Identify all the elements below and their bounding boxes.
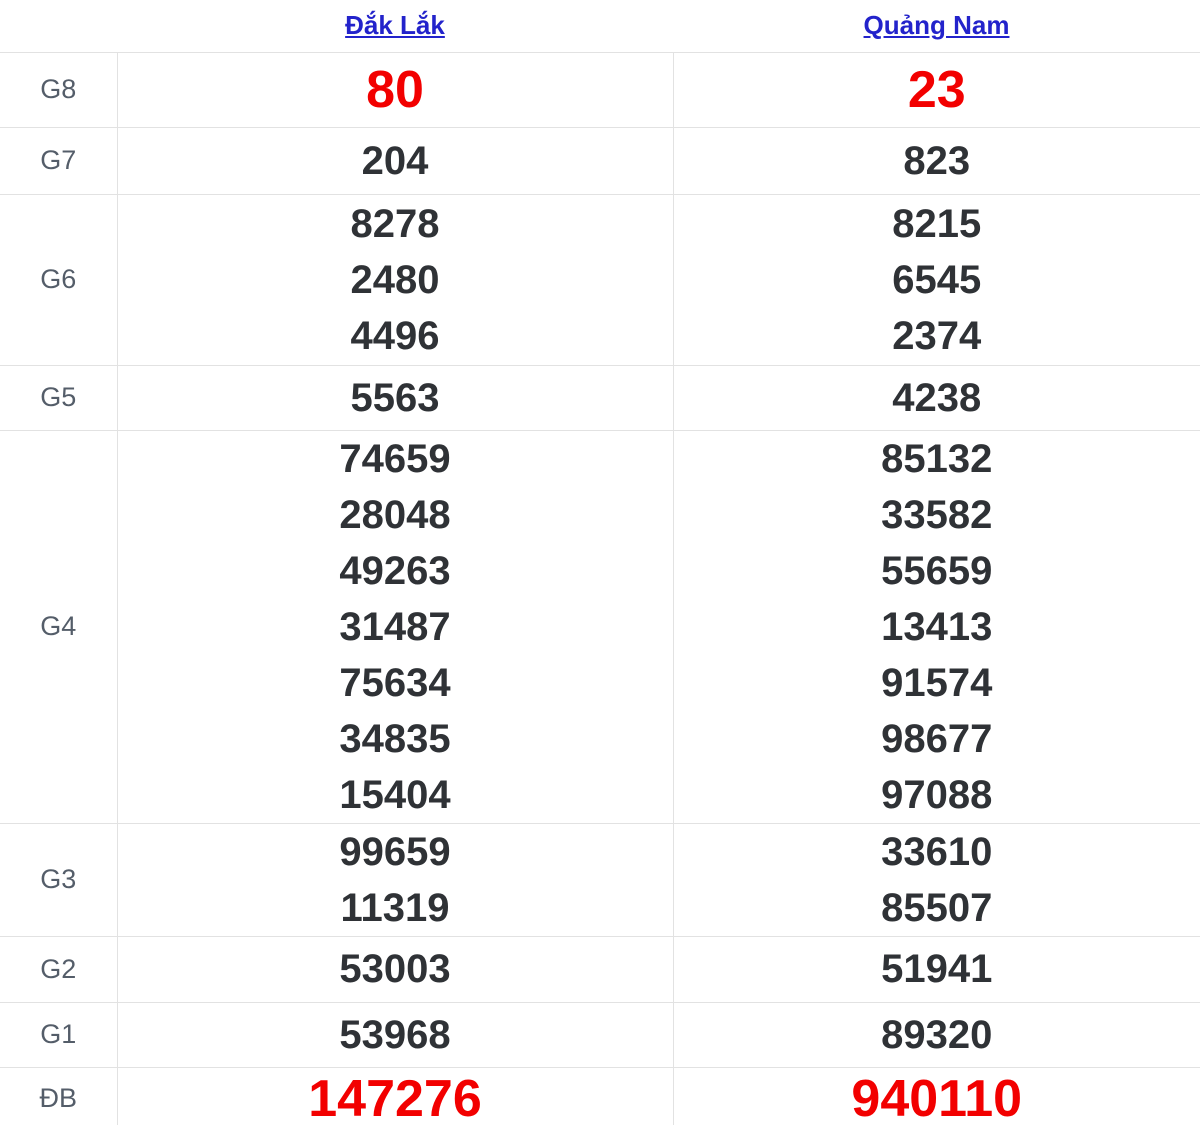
prize-label: G2 (0, 935, 118, 1002)
prize-value: 89320 (881, 1012, 993, 1057)
prize-label: G3 (0, 822, 118, 936)
prize-value: 85132 (881, 436, 993, 481)
prize-values-quang-nam: 940110 (673, 1066, 1200, 1125)
prize-value: 11319 (340, 885, 450, 930)
province-link-dak-lak[interactable]: Đắk Lắk (345, 10, 445, 41)
prize-value: 2374 (892, 313, 982, 358)
prize-value: 33582 (881, 492, 993, 537)
table-row-g2: G2 53003 51941 (0, 935, 1200, 1002)
prize-value: 75634 (339, 660, 451, 705)
prize-values-dak-lak: 8278 2480 4496 (117, 193, 674, 365)
table-row-g7: G7 204 823 (0, 126, 1200, 194)
prize-value: 4496 (350, 313, 440, 358)
prize-values-dak-lak: 74659 28048 49263 31487 75634 34835 15404 (117, 429, 674, 823)
table-row-g3: G3 99659 11319 33610 85507 (0, 822, 1200, 936)
prize-value: 91574 (881, 660, 993, 705)
prize-label: G4 (0, 429, 118, 823)
prize-values-quang-nam: 4238 (673, 364, 1200, 430)
prize-label: G8 (0, 51, 118, 127)
prize-values-quang-nam: 51941 (673, 935, 1200, 1002)
header-corner-cell (0, 0, 117, 52)
prize-label: G6 (0, 193, 118, 365)
prize-label: G5 (0, 364, 118, 430)
prize-values-dak-lak: 147276 (117, 1066, 674, 1125)
prize-value: 31487 (339, 604, 451, 649)
prize-value: 74659 (339, 436, 451, 481)
prize-value: 13413 (881, 604, 993, 649)
prize-value: 6545 (892, 257, 982, 302)
prize-values-quang-nam: 23 (673, 51, 1200, 127)
prize-values-dak-lak: 53968 (117, 1001, 674, 1067)
prize-value: 8278 (350, 201, 440, 246)
header-cell-quang-nam: Quảng Nam (673, 0, 1200, 52)
prize-values-quang-nam: 89320 (673, 1001, 1200, 1067)
prize-value: 53968 (339, 1012, 451, 1057)
prize-label: G7 (0, 126, 118, 194)
table-row-g5: G5 5563 4238 (0, 364, 1200, 430)
province-link-quang-nam[interactable]: Quảng Nam (863, 10, 1010, 41)
prize-value: 2480 (350, 257, 440, 302)
table-row-db: ĐB 147276 940110 (0, 1066, 1200, 1125)
prize-value: 5563 (350, 375, 440, 420)
prize-value: 49263 (339, 548, 451, 593)
prize-values-dak-lak: 53003 (117, 935, 674, 1002)
prize-value: 940110 (851, 1069, 1023, 1125)
prize-value: 85507 (881, 885, 993, 930)
prize-values-quang-nam: 85132 33582 55659 13413 91574 98677 97088 (673, 429, 1200, 823)
prize-values-quang-nam: 823 (673, 126, 1200, 194)
prize-value: 28048 (339, 492, 451, 537)
prize-value: 8215 (892, 201, 982, 246)
prize-value: 34835 (339, 716, 451, 761)
table-row-g8: G8 80 23 (0, 51, 1200, 127)
prize-value: 80 (366, 60, 424, 119)
prize-value: 4238 (892, 375, 982, 420)
prize-value: 147276 (308, 1069, 482, 1125)
prize-values-quang-nam: 8215 6545 2374 (673, 193, 1200, 365)
table-row-g6: G6 8278 2480 4496 8215 6545 2374 (0, 193, 1200, 365)
header-row: Đắk Lắk Quảng Nam (0, 0, 1200, 52)
prize-values-dak-lak: 99659 11319 (117, 822, 674, 936)
prize-value: 51941 (881, 947, 993, 991)
prize-values-quang-nam: 33610 85507 (673, 822, 1200, 936)
table-row-g4: G4 74659 28048 49263 31487 75634 34835 15404 851… (0, 429, 1200, 823)
prize-value: 23 (907, 60, 966, 119)
header-cell-dak-lak: Đắk Lắk (117, 0, 673, 52)
prize-values-dak-lak: 80 (117, 51, 674, 127)
prize-value: 97088 (881, 772, 993, 817)
prize-values-dak-lak: 204 (117, 126, 674, 194)
prize-value: 15404 (339, 772, 451, 817)
prize-value: 55659 (881, 548, 993, 593)
table-row-g1: G1 53968 89320 (0, 1001, 1200, 1067)
prize-value: 98677 (881, 716, 993, 761)
prize-value: 204 (361, 138, 429, 183)
prize-value: 823 (903, 138, 971, 183)
prize-value: 99659 (339, 829, 451, 874)
prize-value: 53003 (339, 947, 451, 991)
prize-values-dak-lak: 5563 (117, 364, 674, 430)
prize-value: 33610 (881, 829, 993, 874)
prize-label: ĐB (0, 1066, 118, 1125)
prize-label: G1 (0, 1001, 118, 1067)
